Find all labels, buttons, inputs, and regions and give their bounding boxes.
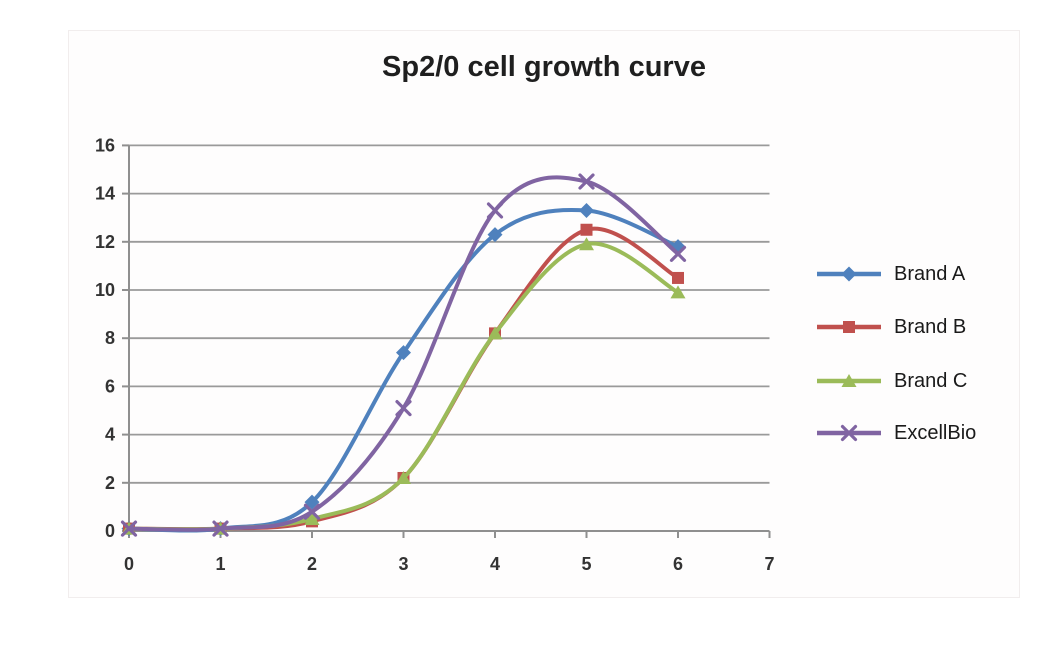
legend-key-brand-b	[817, 321, 881, 333]
marker-x	[120, 520, 138, 537]
marker-square	[843, 321, 855, 333]
y-tick-label: 0	[105, 521, 115, 541]
x-tick-label: 2	[307, 554, 317, 574]
legend-label-brand-b: Brand B	[894, 315, 967, 338]
marker-x	[303, 503, 321, 520]
marker-x	[212, 520, 229, 537]
legend-item-excellbio: ExcellBio	[817, 420, 976, 446]
legend-item-brand-b: Brand B	[817, 314, 966, 340]
legend-item-brand-a: Brand A	[817, 261, 965, 287]
marker-triangle	[396, 470, 411, 484]
y-tick-label: 6	[105, 376, 115, 396]
series-excellbio	[120, 173, 687, 537]
y-tick-label: 10	[95, 280, 115, 300]
legend-key-brand-a	[817, 266, 881, 282]
y-tick-label: 16	[95, 135, 115, 155]
marker-diamond	[841, 266, 857, 282]
legend-label-excellbio: ExcellBio	[894, 421, 977, 444]
x-tick-label: 1	[215, 554, 225, 574]
marker-x	[486, 202, 504, 219]
x-tick-label: 3	[398, 554, 408, 574]
marker-x	[395, 399, 412, 417]
marker-triangle	[487, 326, 503, 340]
marker-diamond	[579, 202, 594, 218]
x-tick-label: 4	[490, 554, 500, 574]
x-tick-label: 6	[673, 554, 683, 574]
marker-x	[840, 424, 858, 442]
x-tick-label: 0	[124, 554, 134, 574]
series-brand-a	[121, 202, 686, 537]
marker-triangle	[304, 511, 320, 525]
x-tick-label: 7	[764, 554, 774, 574]
y-tick-label: 4	[105, 425, 115, 445]
marker-triangle	[841, 374, 857, 387]
chart-area: Sp2/0 cell growth curve 0 2 4 6 8 10 12 14 16 0 1 2…	[68, 30, 1020, 598]
series-brand-b	[123, 223, 684, 535]
x-tick-label: 5	[581, 554, 591, 574]
marker-diamond	[487, 227, 503, 243]
y-tick-label: 8	[105, 328, 115, 348]
legend-key-excellbio	[817, 424, 881, 442]
chart-title: Sp2/0 cell growth curve	[382, 51, 706, 83]
y-tick-label: 12	[95, 232, 115, 252]
marker-diamond	[396, 345, 411, 361]
marker-triangle	[579, 237, 594, 251]
legend-label-brand-a: Brand A	[894, 262, 966, 285]
legend-item-brand-c: Brand C	[817, 368, 967, 394]
marker-square	[580, 223, 593, 236]
marker-square	[672, 271, 684, 284]
marker-x	[669, 245, 687, 262]
series-line-brand-b	[127, 226, 680, 532]
marker-triangle	[670, 285, 686, 299]
legend-key-brand-c	[817, 374, 881, 387]
y-tick-label: 14	[95, 184, 115, 204]
y-tick-label: 2	[105, 473, 115, 493]
marker-x	[578, 173, 595, 190]
legend-label-brand-c: Brand C	[894, 369, 968, 392]
